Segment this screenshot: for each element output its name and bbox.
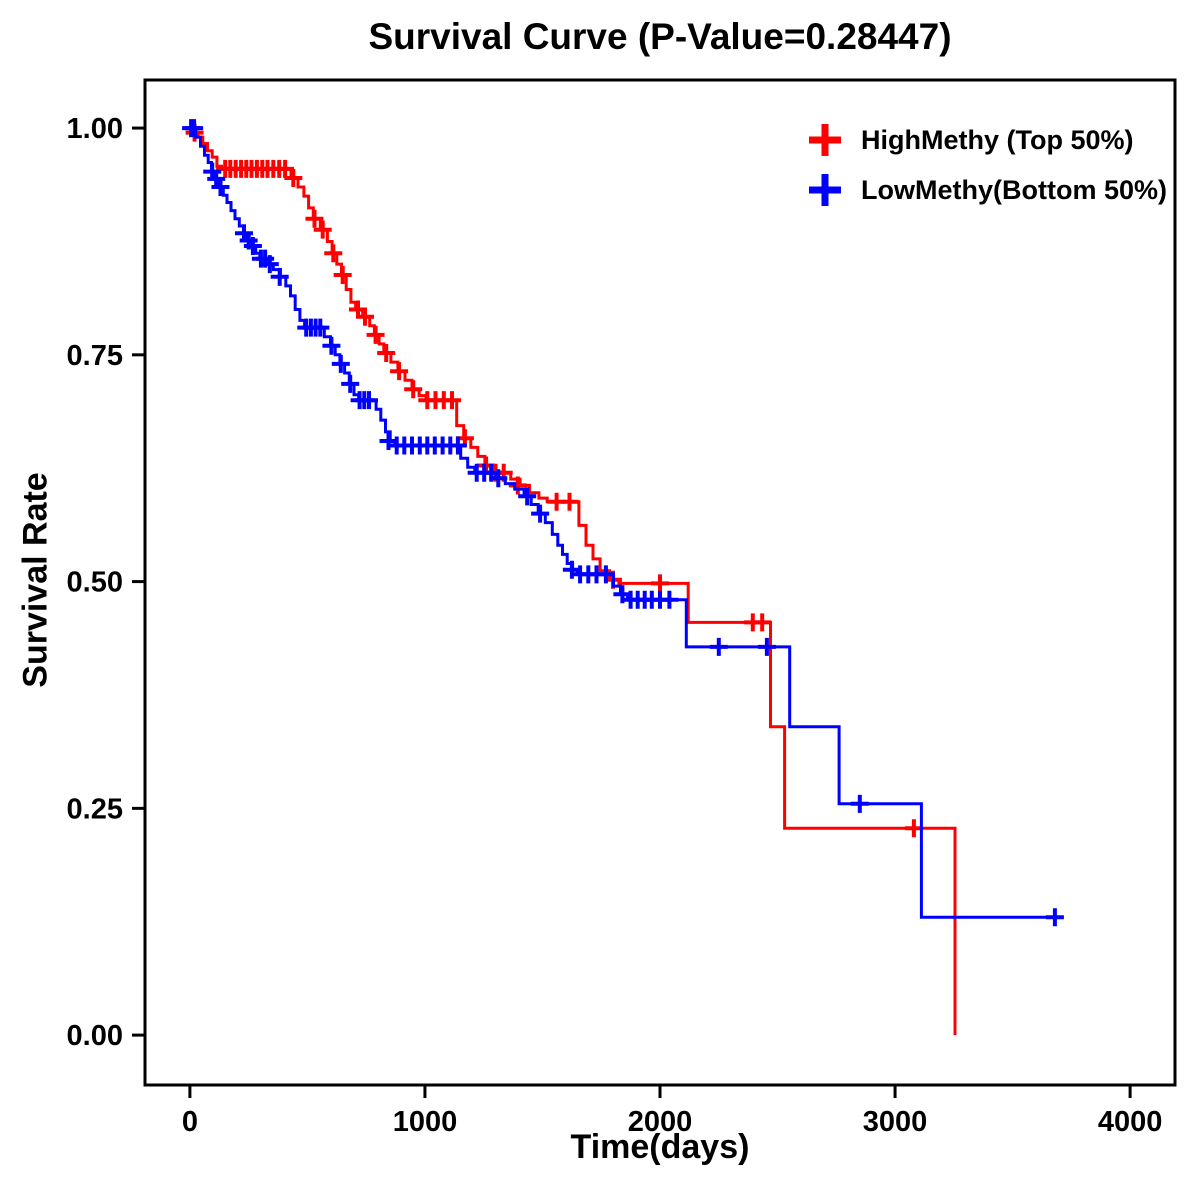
y-tick-label: 1.00 — [67, 113, 123, 145]
censor-mark — [341, 374, 360, 393]
censor-mark — [651, 574, 669, 593]
censor-mark — [331, 354, 350, 373]
y-tick-label: 0.25 — [67, 793, 123, 825]
chart-title: Survival Curve (P-Value=0.28447) — [368, 16, 952, 57]
censor-mark — [324, 244, 343, 263]
survival-curve-0 — [189, 126, 957, 1036]
censor-mark — [660, 590, 679, 609]
x-tick-label: 3000 — [863, 1106, 928, 1138]
censor-mark — [377, 344, 396, 363]
censor-mark — [560, 492, 579, 511]
censor-mark — [243, 236, 262, 255]
censor-mark — [313, 220, 332, 239]
censor-mark — [518, 487, 537, 506]
censor-mark — [596, 565, 615, 584]
censor-mark — [360, 391, 379, 410]
censor-mark — [404, 380, 423, 399]
censor-mark — [904, 819, 923, 838]
censor-mark — [284, 168, 303, 187]
censor-mark — [489, 469, 508, 488]
legend-marker-0 — [809, 124, 841, 156]
censor-mark — [356, 307, 375, 326]
legend: HighMethy (Top 50%) LowMethy(Bottom 50%) — [809, 124, 1167, 206]
x-tick-label: 2000 — [628, 1106, 693, 1138]
y-axis-label: Survival Rate — [16, 472, 55, 688]
censor-mark — [211, 178, 230, 197]
y-tick-label: 0.00 — [67, 1020, 123, 1052]
legend-label-1: LowMethy(Bottom 50%) — [861, 175, 1167, 205]
y-tick-label: 0.75 — [67, 340, 123, 372]
censor-mark — [333, 266, 352, 285]
censor-mark — [366, 325, 385, 344]
legend-marker-1 — [809, 174, 841, 206]
censor-mark — [508, 476, 527, 495]
censor-mark — [276, 159, 295, 178]
censor-mark — [260, 255, 279, 274]
censor-mark — [1045, 908, 1064, 927]
censor-mark — [390, 362, 409, 381]
censor-mark — [850, 794, 869, 813]
censor-mark — [757, 637, 776, 656]
censor-mark — [270, 267, 289, 286]
legend-label-0: HighMethy (Top 50%) — [861, 125, 1134, 155]
censor-mark — [322, 336, 341, 355]
censor-mark — [448, 436, 467, 455]
x-tick-label: 0 — [182, 1106, 198, 1138]
censor-mark — [709, 637, 728, 656]
censor-mark — [185, 119, 204, 138]
censor-mark — [305, 209, 324, 228]
y-tick-label: 0.50 — [67, 567, 123, 599]
censor-mark — [311, 318, 330, 337]
x-tick-label: 4000 — [1098, 1106, 1163, 1138]
censor-mark — [442, 391, 461, 410]
survival-curve-1 — [189, 126, 1060, 919]
censor-mark — [531, 504, 550, 523]
x-axis-label: Time(days) — [570, 1128, 750, 1166]
censor-mark — [753, 613, 772, 632]
x-tick-label: 1000 — [393, 1106, 458, 1138]
